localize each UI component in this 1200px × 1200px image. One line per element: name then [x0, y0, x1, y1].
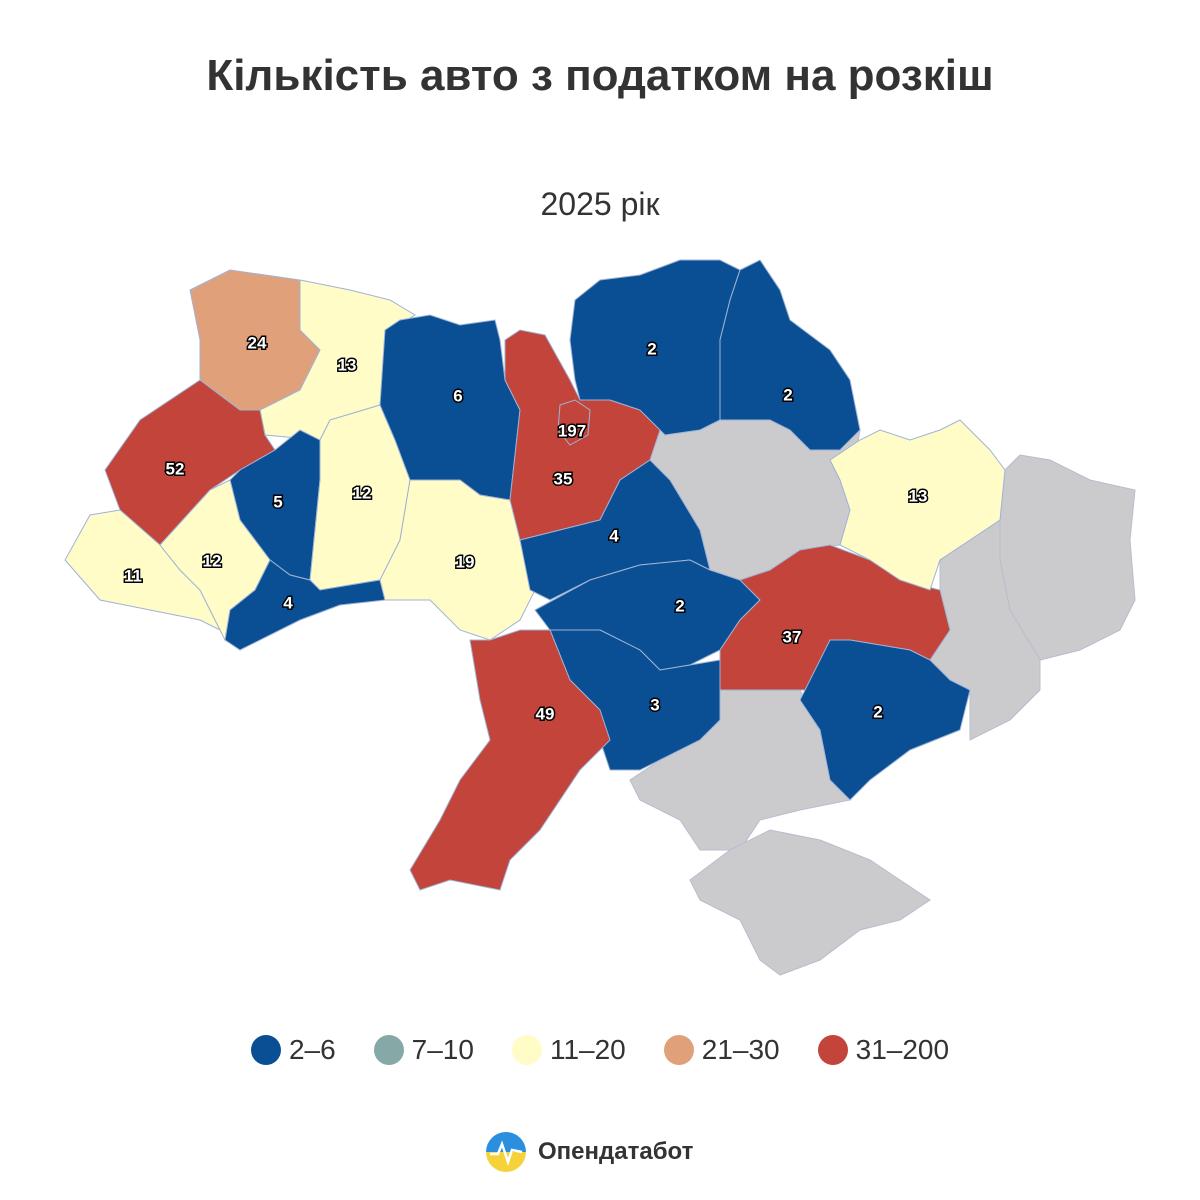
region-value: 4: [283, 593, 293, 612]
region: [557, 399, 591, 446]
region-no-data: [689, 829, 931, 976]
legend-label: 2–6: [288, 1034, 336, 1065]
region-value: 2: [873, 702, 882, 721]
region: [829, 419, 1006, 591]
region: [799, 639, 971, 801]
region: [104, 379, 276, 546]
legend-item: 2–6: [250, 1034, 336, 1066]
legend-item: 11–20: [511, 1034, 626, 1066]
legend-swatch: [817, 1035, 848, 1065]
region: [409, 629, 611, 891]
region-value: 49: [536, 704, 555, 723]
legend-label: 21–30: [701, 1034, 780, 1065]
legend-swatch: [250, 1035, 281, 1065]
region-value: 11: [124, 566, 142, 585]
no-data-regions: [629, 419, 1136, 976]
legend-swatch: [373, 1035, 404, 1065]
brand: Опендатабот: [484, 1130, 693, 1174]
region: [519, 459, 711, 601]
region-value: 4: [609, 526, 619, 545]
region-value: 197: [558, 421, 586, 440]
legend-swatch: [663, 1035, 694, 1065]
legend: 2–6 7–10 11–20 21–30 31–200: [0, 1034, 1200, 1066]
region-value: 52: [166, 459, 185, 478]
region-value: 24: [248, 333, 267, 352]
region-value: 19: [456, 552, 475, 571]
legend-item: 31–200: [817, 1034, 950, 1066]
region-value: 2: [783, 385, 792, 404]
brand-name: Опендатабот: [538, 1138, 694, 1165]
region-value: 12: [203, 551, 222, 570]
region-value: 3: [650, 695, 659, 714]
legend-label: 11–20: [549, 1034, 626, 1065]
legend-item: 21–30: [663, 1034, 780, 1066]
legend-label: 31–200: [855, 1034, 950, 1065]
legend-label: 7–10: [411, 1034, 474, 1065]
region-value: 13: [909, 486, 928, 505]
title: Кількість авто з податком на розкіш: [206, 51, 994, 100]
regions: [64, 259, 1006, 891]
region-value: 35: [554, 469, 573, 488]
brand-logo: [486, 1132, 526, 1172]
region-value: 12: [353, 483, 372, 502]
region-value: 13: [338, 355, 357, 374]
region: [379, 479, 536, 641]
region-value: 5: [273, 492, 282, 511]
region-value: 2: [647, 339, 656, 358]
legend-swatch: [511, 1035, 542, 1065]
legend-item: 7–10: [373, 1034, 474, 1066]
region: [719, 259, 861, 451]
region-value: 2: [675, 596, 684, 615]
region-value: 6: [453, 386, 462, 405]
region-value: 37: [783, 627, 802, 646]
subtitle: 2025 рік: [540, 186, 660, 222]
